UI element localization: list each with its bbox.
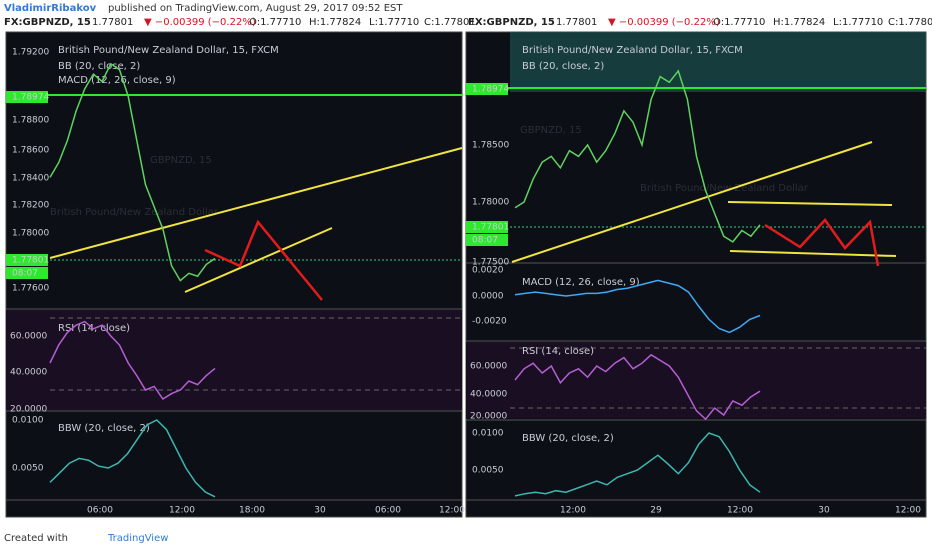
price-label: 1.78500 (472, 141, 509, 151)
study-title: BB (20, close, 2) (522, 61, 604, 72)
legend-price: 1.77801 (556, 17, 597, 28)
trend-line (49, 147, 463, 259)
rsi-title: RSI (14, close) (522, 346, 594, 357)
price-label: 1.77500 (472, 258, 509, 268)
price-label: 1.78200 (12, 201, 49, 211)
chart-title: British Pound/New Zealand Dollar, 15, FX… (58, 45, 279, 56)
time-label: 12:00 (169, 506, 195, 516)
price-label: 1.77801 (472, 223, 509, 233)
price-label-highlight (466, 221, 508, 233)
trend-line (511, 141, 873, 263)
time-label: 12:00 (895, 506, 921, 516)
macd-label: 0.0000 (472, 292, 504, 302)
chart-title: British Pound/New Zealand Dollar, 15, FX… (522, 45, 743, 56)
bbw-label: 0.0100 (472, 429, 504, 439)
right-rsi-pane (466, 342, 926, 418)
rsi-label: 60.0000 (470, 362, 507, 372)
legend-change: ▼ −0.00399 (−0.22%) (608, 17, 720, 28)
rsi-line (514, 353, 761, 421)
price-label: 1.77801 (12, 256, 49, 266)
projection-arrow (764, 218, 880, 267)
legend-open: O:1.77710 (713, 17, 765, 28)
rsi-label: 20.0000 (470, 412, 507, 422)
legend-change: ▼ −0.00399 (−0.22%) (144, 17, 256, 28)
time-label: 06:00 (375, 506, 401, 516)
legend-symbol: FX:GBPNZD, 15 (4, 17, 91, 28)
price-label: 1.79200 (12, 48, 49, 58)
time-label: 12:00 (727, 506, 753, 516)
study-title: BB (20, close, 2) (58, 61, 140, 72)
bbw-line (49, 419, 216, 498)
bbw-label: 0.0100 (12, 416, 44, 426)
trend-line (727, 201, 893, 206)
watermark: GBPNZD, 15 (520, 125, 582, 136)
study-title: MACD (12, 26, close, 9) (58, 75, 176, 86)
legend-close: C:1.77801 (888, 17, 932, 28)
macd-label: -0.0020 (472, 317, 507, 327)
price-label: 08:07 (472, 236, 498, 246)
price-label-highlight (6, 254, 48, 266)
legend-low: L:1.77710 (369, 17, 419, 28)
macd-line (514, 279, 761, 334)
footer-created: Created with (4, 533, 68, 544)
author[interactable]: VladimirRibakov (4, 3, 97, 14)
time-label: 29 (650, 506, 662, 516)
legend-close: C:1.77801 (424, 17, 476, 28)
price-label: 1.78800 (12, 116, 49, 126)
price-label: 1.78400 (12, 174, 49, 184)
rsi-label: 40.0000 (470, 390, 507, 400)
price-label-highlight (6, 267, 48, 279)
bbw-title: BBW (20, close, 2) (58, 423, 150, 434)
time-label: 30 (314, 506, 326, 516)
price-label: 1.77600 (12, 284, 49, 294)
legend-high: H:1.77824 (773, 17, 825, 28)
price-line (49, 62, 216, 282)
bbw-title: BBW (20, close, 2) (522, 433, 614, 444)
bbw-line (514, 432, 761, 497)
time-label: 12:00 (439, 506, 465, 516)
macd-title: MACD (12, 26, close, 9) (522, 277, 640, 288)
price-label: 1.78000 (12, 229, 49, 239)
legend-open: O:1.77710 (249, 17, 301, 28)
price-label: 08:07 (12, 269, 38, 279)
watermark: GBPNZD, 15 (150, 155, 212, 166)
price-label: 1.78000 (472, 198, 509, 208)
watermark-sub: British Pound/New Zealand Dollar (640, 183, 809, 194)
bbw-label: 0.0050 (472, 466, 504, 476)
time-label: 30 (818, 506, 830, 516)
price-line (514, 69, 761, 243)
price-label: 1.78600 (12, 146, 49, 156)
published: published on TradingView.com, August 29,… (108, 3, 403, 14)
trend-line (729, 250, 897, 257)
legend-low: L:1.77710 (833, 17, 883, 28)
price-label-highlight (6, 91, 48, 103)
left-rsi-pane (6, 310, 462, 410)
rsi-label: 60.0000 (10, 332, 47, 342)
footer-brand[interactable]: TradingView (107, 533, 168, 544)
price-label-highlight (466, 234, 508, 246)
rsi-label: 40.0000 (10, 368, 47, 378)
price-label: 1.78974 (472, 85, 509, 95)
resistance-zone (510, 32, 926, 92)
legend-price: 1.77801 (92, 17, 133, 28)
right-chart (465, 31, 927, 518)
time-label: 18:00 (239, 506, 265, 516)
time-label: 12:00 (560, 506, 586, 516)
bbw-label: 0.0050 (12, 464, 44, 474)
price-label-highlight (466, 83, 508, 95)
macd-label: 0.0020 (472, 266, 504, 276)
watermark-sub: British Pound/New Zealand Dollar (50, 207, 219, 218)
trend-line (184, 227, 333, 293)
time-label: 06:00 (87, 506, 113, 516)
rsi-label: 20.0000 (10, 405, 47, 415)
legend-high: H:1.77824 (309, 17, 361, 28)
price-label: 1.78974 (12, 93, 49, 103)
left-chart (5, 31, 463, 518)
legend-symbol: FX:GBPNZD, 15 (468, 17, 555, 28)
rsi-line (49, 320, 216, 401)
projection-arrow (204, 219, 323, 301)
